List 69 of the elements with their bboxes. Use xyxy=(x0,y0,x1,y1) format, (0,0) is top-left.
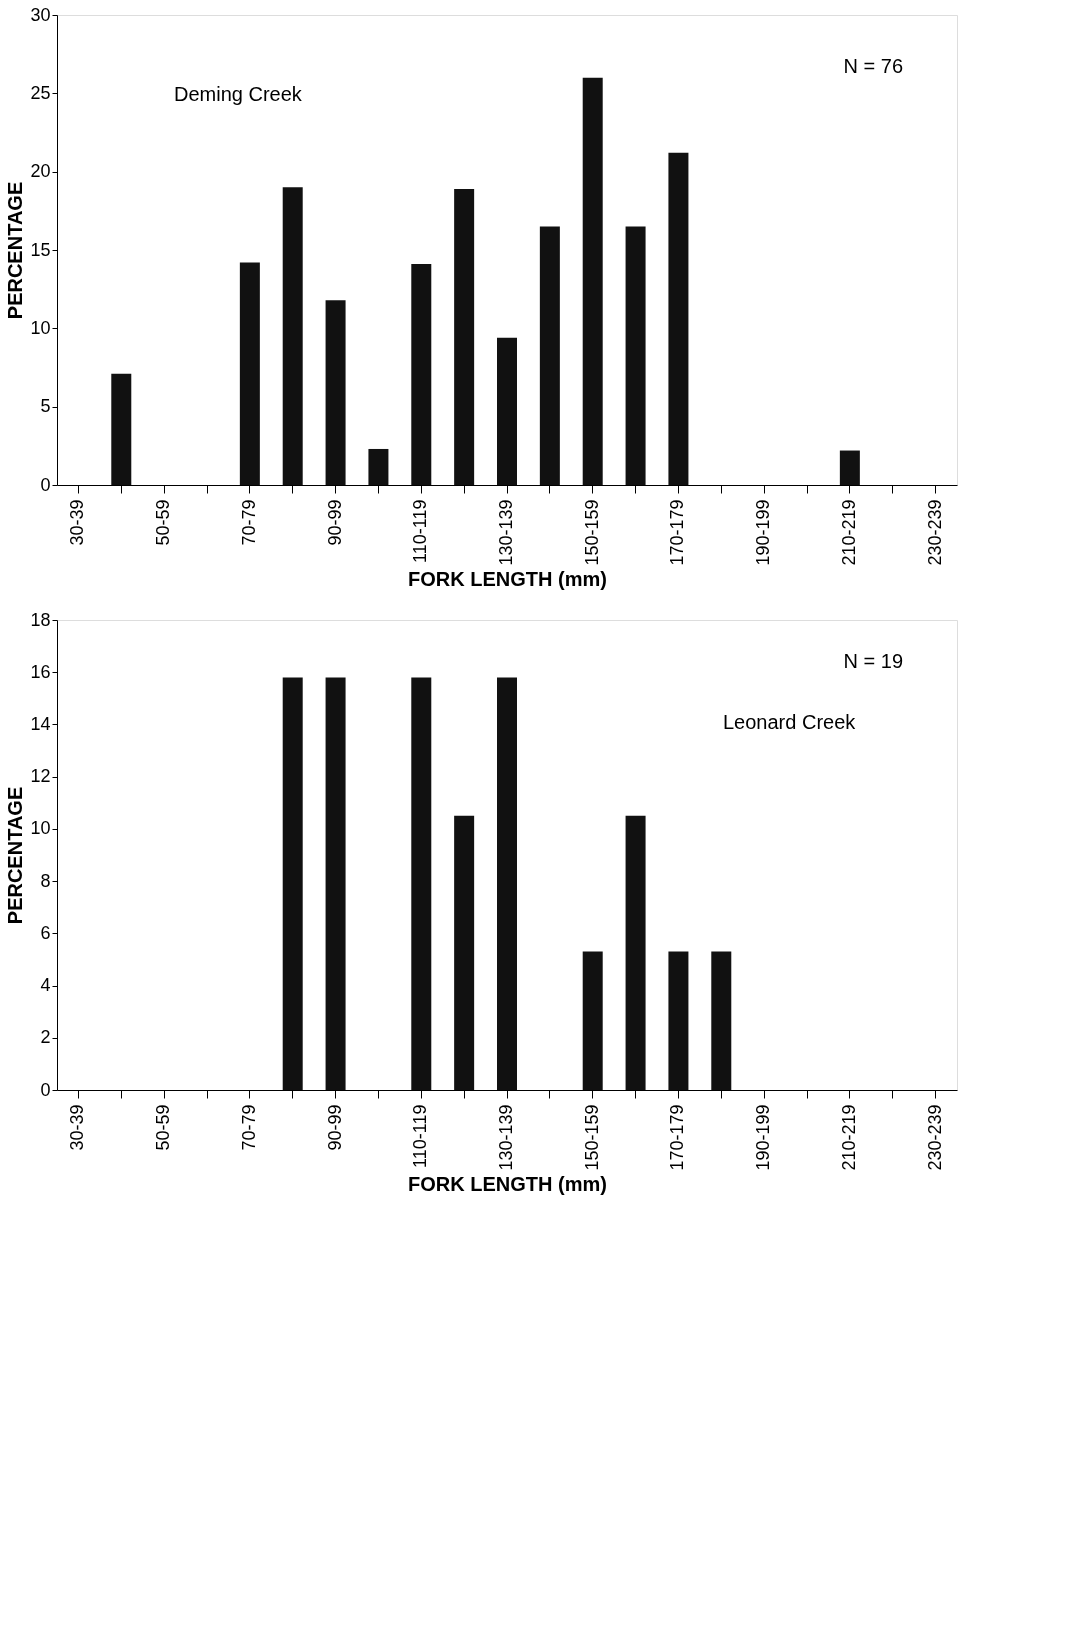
x-tick-label: 50-59 xyxy=(153,499,174,546)
x-tick-label: 210-219 xyxy=(838,1104,859,1171)
x-tick-label: 30-39 xyxy=(67,1104,88,1151)
x-tick-label: 130-139 xyxy=(496,1104,516,1171)
x-tick-label: 110-119 xyxy=(410,499,431,563)
x-tick-label: 150-159 xyxy=(581,499,602,566)
x-tick-label: 110-119 xyxy=(410,1104,431,1168)
y-tick-label: 25 xyxy=(30,82,51,103)
bar xyxy=(411,264,432,485)
bar xyxy=(111,373,132,485)
y-tick-label: 20 xyxy=(30,161,51,182)
bar xyxy=(539,226,560,485)
bar xyxy=(497,677,517,1090)
annotation: Deming Creek xyxy=(174,82,303,105)
y-tick-label: 16 xyxy=(30,661,51,682)
x-tick-label: 210-219 xyxy=(838,499,859,566)
y-tick-label: 15 xyxy=(30,239,51,260)
x-tick-label: 190-199 xyxy=(753,1104,774,1171)
bar xyxy=(497,337,517,485)
y-tick-label: 4 xyxy=(40,975,51,996)
bar xyxy=(282,187,303,485)
bar xyxy=(454,188,475,485)
y-tick-label: 14 xyxy=(30,713,51,734)
bar xyxy=(582,951,603,1090)
annotation: N = 76 xyxy=(843,54,903,77)
y-tick-label: 12 xyxy=(30,766,51,787)
y-axis-title: PERCENTAGE xyxy=(4,786,27,925)
x-tick-label: 190-199 xyxy=(753,499,774,566)
y-tick-label: 30 xyxy=(30,4,51,25)
annotation: Leonard Creek xyxy=(723,711,857,734)
y-tick-label: 18 xyxy=(30,609,51,630)
bar xyxy=(668,152,689,485)
y-tick-label: 8 xyxy=(40,870,51,891)
x-tick-label: 130-139 xyxy=(496,499,516,566)
x-tick-label: 230-239 xyxy=(924,499,945,566)
y-tick-label: 5 xyxy=(40,396,51,417)
bar xyxy=(368,448,389,485)
x-tick-label: 50-59 xyxy=(153,1104,174,1151)
y-axis-title: PERCENTAGE xyxy=(4,181,27,320)
x-axis-title: FORK LENGTH (mm) xyxy=(408,1172,607,1195)
bar xyxy=(625,815,646,1090)
bar xyxy=(454,815,475,1090)
bar xyxy=(625,226,646,485)
y-tick-label: 10 xyxy=(30,818,51,839)
x-tick-label: 30-39 xyxy=(67,499,88,546)
bar xyxy=(239,262,260,485)
bar xyxy=(839,450,860,485)
x-tick-label: 90-99 xyxy=(324,1104,345,1151)
bar xyxy=(582,77,603,485)
bar xyxy=(711,951,732,1090)
bar xyxy=(282,677,303,1090)
x-tick-label: 90-99 xyxy=(324,499,345,546)
x-tick-label: 170-179 xyxy=(667,499,688,566)
bar xyxy=(411,677,432,1090)
y-tick-label: 0 xyxy=(40,474,51,495)
x-tick-label: 70-79 xyxy=(238,499,259,546)
x-tick-label: 170-179 xyxy=(667,1104,688,1171)
bar xyxy=(325,677,346,1090)
x-tick-label: 230-239 xyxy=(924,1104,945,1171)
x-axis-title: FORK LENGTH (mm) xyxy=(408,567,607,590)
x-tick-label: 150-159 xyxy=(581,1104,602,1171)
y-tick-label: 10 xyxy=(30,317,51,338)
y-tick-label: 0 xyxy=(40,1079,51,1100)
y-tick-label: 6 xyxy=(40,922,51,943)
bar xyxy=(325,300,346,485)
bar xyxy=(668,951,689,1090)
annotation: N = 19 xyxy=(843,650,903,673)
x-tick-label: 70-79 xyxy=(238,1104,259,1151)
y-tick-label: 2 xyxy=(40,1027,51,1048)
